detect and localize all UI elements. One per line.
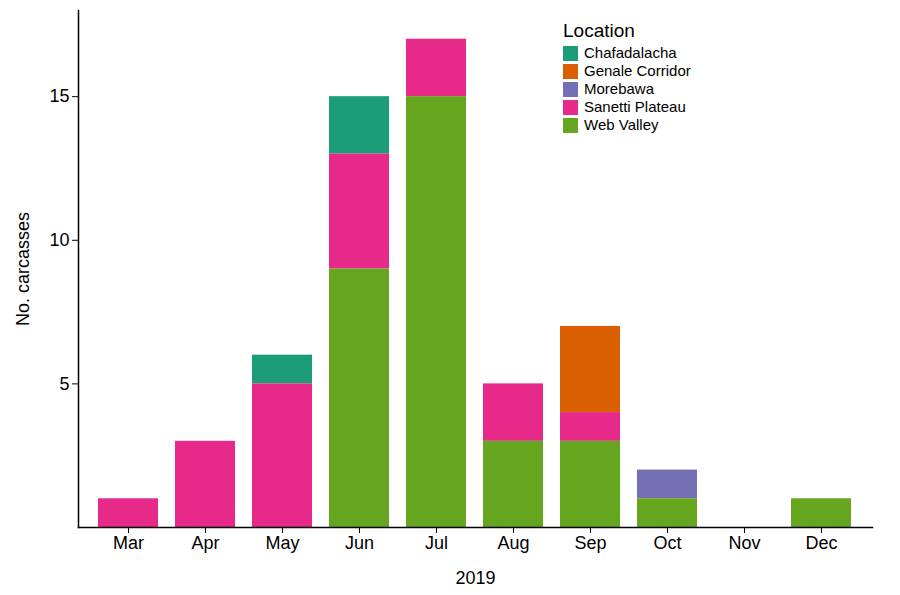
- html-text:Sanetti Plateau: Sanetti Plateau: [584, 98, 686, 115]
- svg-text:No. carcasses: No. carcasses: [13, 212, 33, 326]
- svg-text:5: 5: [59, 374, 69, 394]
- svg-text:Dec: Dec: [805, 533, 837, 553]
- svg-text:Aug: Aug: [497, 533, 529, 553]
- html-text:Location: Location: [563, 20, 635, 41]
- html-text:Web Valley: Web Valley: [584, 116, 659, 133]
- svg-text:Jun: Jun: [345, 533, 374, 553]
- svg-text:Nov: Nov: [728, 533, 760, 553]
- svg-text:Mar: Mar: [113, 533, 144, 553]
- svg-text:Oct: Oct: [653, 533, 681, 553]
- html-text:Genale Corridor: Genale Corridor: [584, 62, 691, 79]
- svg-text:Sep: Sep: [574, 533, 606, 553]
- svg-text:May: May: [265, 533, 299, 553]
- html-text:Chafadalacha: Chafadalacha: [584, 44, 677, 61]
- svg-text:2019: 2019: [455, 568, 495, 588]
- svg-text:10: 10: [49, 230, 69, 250]
- svg-text:15: 15: [49, 86, 69, 106]
- svg-text:Apr: Apr: [191, 533, 219, 553]
- html-text:Morebawa: Morebawa: [584, 80, 654, 97]
- svg-text:Jul: Jul: [425, 533, 448, 553]
